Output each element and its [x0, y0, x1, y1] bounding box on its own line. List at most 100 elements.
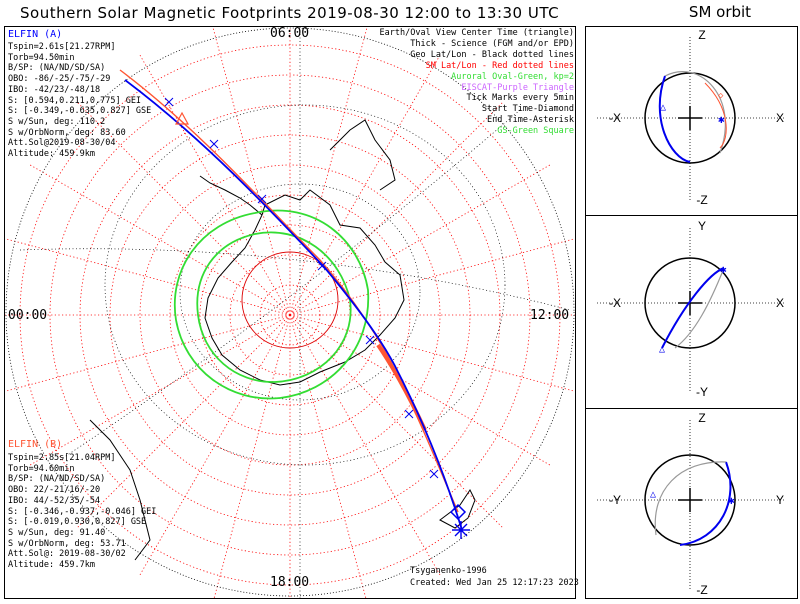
sm-spoke [5, 314, 291, 392]
page-title: Southern Solar Magnetic Footprints 2019-… [20, 4, 560, 22]
orbit-marker-asterisk: ✱ [718, 113, 725, 126]
elfin-b-info-line: S: [-0.346,-0.937,-0.046] GEI [8, 506, 157, 517]
sm-spoke [213, 314, 291, 598]
elfin-a-info-line: Att.Sol@2019-08-30/04 [8, 138, 116, 149]
orbit-marker-asterisk-2: ✱ [720, 263, 727, 276]
elfin-a-info-line: B/SP: (NA/ND/SD/SA) [8, 63, 106, 74]
auroral-oval-outer [173, 209, 370, 400]
clock-label-bottom: 18:00 [270, 575, 310, 590]
elfin-a-name: ELFIN (A) [8, 29, 63, 40]
legend-item: End Time-Asterisk [487, 115, 574, 126]
sm-spoke [29, 164, 291, 316]
elfin-b-info-line: IBO: 44/-52/35/-54 [8, 495, 101, 506]
legend-item: Start Time-Diamond [481, 104, 574, 115]
antarctic-peninsula [199, 175, 263, 216]
orbit-path-elfin-a-3 [679, 461, 732, 546]
sm-spoke [289, 314, 441, 576]
elfin-b-info-line: OBO: 22/-21/16/-20 [8, 485, 101, 496]
orbit-path-gray-2 [674, 267, 725, 349]
orbit-marker-triangle: △ [660, 102, 666, 113]
orbit-axis-label-right: X [776, 296, 784, 310]
earth-circle [644, 454, 736, 546]
geo-boundary-circle [5, 27, 575, 597]
legend-item: Thick - Science (FGM and/or EPD) [410, 38, 574, 49]
elfin-b-info-line: Torb=94.60min [8, 463, 75, 474]
orbit-marker-triangle-2: △ [659, 344, 665, 355]
orbit-panel-3-border [585, 408, 798, 599]
australia-coastline [439, 489, 476, 529]
elfin-b-info-line: Altitude: 459.7km [8, 560, 95, 570]
orbit-panel-2-border [585, 215, 798, 409]
elfin-a-info-line: Altitude: 459.9km [8, 149, 95, 159]
elfin-a-track [124, 79, 463, 531]
orbit-axis-label-right: X [776, 111, 784, 125]
clock-label-top: 06:00 [270, 26, 310, 41]
sm-spoke [5, 238, 291, 316]
orbit-axis-label-left: -X [609, 111, 621, 125]
antarctica-coastline [204, 189, 405, 386]
orbit-axis-label-bottom: -Y [696, 385, 708, 399]
elfin-a-info-line: Tspin=2.61s[21.27RPM] [8, 42, 116, 52]
geo-latlon-grid [19, 27, 571, 598]
elfin-a-info-line: S: [-0.349,-0.635,0.827] GSE [8, 106, 152, 117]
orbit-axis-label-bottom: -Z [696, 193, 707, 207]
elfin-b-info-line: Att.Sol@: 2019-08-30/02 [8, 549, 126, 560]
elfin-b-center-triangle [174, 111, 190, 125]
orbit-axis-label-top: Y [698, 219, 706, 233]
orbit-path-elfin-a-2 [661, 267, 725, 349]
model-label: Tsyganenko-1996 [410, 566, 487, 576]
orbit-axis-label-left: -X [609, 296, 621, 310]
legend-item: Auroral Oval-Green, kp=2 [451, 71, 574, 82]
polar-plot [5, 27, 575, 598]
south-america-coastline [329, 119, 396, 191]
elfin-b-info-line: S w/OrbNorm, deg: 53.71 [8, 538, 126, 549]
sm-spoke [289, 314, 367, 598]
sm-spoke [289, 314, 503, 528]
orbit-marker-diamond: ◇ [718, 91, 724, 101]
orbit-panels: Z -Z -X X Y -Y -X X Z -Z -Y Y △ ✱ ◇ △ ✱ △ ✱ [597, 28, 786, 597]
elfin-b-track [119, 69, 459, 513]
orbit-axis-label-left: -Y [609, 493, 621, 507]
elfin-a-start-diamond [449, 503, 467, 521]
sm-spoke [289, 102, 503, 316]
elfin-b-info-line: S: [-0.019,0.930,0.827] GSE [8, 517, 147, 528]
elfin-a-info-line: S w/Sun, deg: 110.2 [8, 116, 106, 127]
elfin-b-science-segment [376, 343, 427, 431]
orbit-path-gray-3 [654, 461, 727, 536]
orbit-axis-label-top: Z [698, 411, 705, 425]
elfin-b-name: ELFIN (B) [8, 439, 63, 450]
earth-circle [644, 257, 736, 349]
elfin-a-info-line: S w/OrbNorm, deg: 83.60 [8, 127, 126, 138]
orbit-marker-triangle-3: △ [650, 489, 656, 500]
clock-label-right: 12:00 [530, 308, 570, 323]
elfin-b-info-line: B/SP: (NA/ND/SD/SA) [8, 474, 106, 485]
legend-item: EISCAT-Purple Triangle [461, 82, 574, 93]
elfin-b-info-line: S w/Sun, deg: 91.40 [8, 527, 106, 538]
orbit-path-gray [664, 71, 726, 154]
legend-item: SM Lat/Lon - Red dotted lines [425, 60, 574, 71]
legend-item: Geo Lat/Lon - Black dotted lines [410, 49, 574, 60]
map-border [4, 26, 576, 599]
orbit-marker-asterisk-3: ✱ [728, 494, 735, 507]
africa-coastline [89, 419, 151, 561]
created-label: Created: Wed Jan 25 12:17:23 2023 [410, 578, 579, 588]
orbit-title: SM orbit [688, 3, 752, 21]
auroral-oval-inner [196, 231, 352, 383]
orbit-path-elfin-a [658, 75, 691, 163]
legend-item: Tick Marks every 5min [466, 93, 574, 104]
legend-item: Earth/Oval View Center Time (triangle) [379, 28, 574, 38]
elfin-a-tick-marks [164, 97, 439, 479]
sm-spoke [289, 314, 551, 466]
elfin-a-info-line: IBO: -42/23/-48/18 [8, 84, 101, 95]
elfin-b-info-line: Tspin=2.85s[21.04RPM] [8, 453, 116, 463]
elfin-a-info-line: OBO: -86/-25/-75/-29 [8, 74, 111, 85]
clock-label-left: 00:00 [8, 308, 48, 323]
orbit-path-elfin-b [704, 82, 727, 149]
elfin-a-info-line: S: [0.594,0.211,0.775] GEI [8, 95, 142, 106]
orbit-axis-label-top: Z [698, 28, 705, 42]
elfin-a-info-line: Torb=94.50min [8, 52, 75, 63]
orbit-axis-label-bottom: -Z [696, 583, 707, 597]
orbit-axis-label-right: Y [776, 493, 784, 507]
